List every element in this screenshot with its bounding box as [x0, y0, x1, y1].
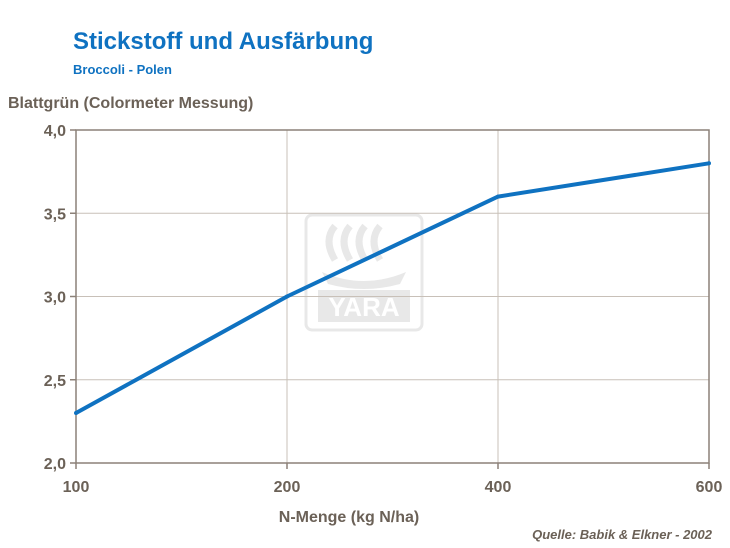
- x-tick-label: 400: [485, 479, 512, 496]
- data-point: [496, 194, 500, 199]
- y-tick-label: 3,5: [44, 206, 66, 223]
- chart-title: Stickstoff und Ausfärbung: [73, 28, 374, 55]
- y-tick-label: 2,0: [44, 456, 66, 473]
- chart-subtitle: Broccoli - Polen: [73, 62, 172, 77]
- source-note: Quelle: Babik & Elkner - 2002: [532, 527, 712, 542]
- x-axis-label: N-Menge (kg N/ha): [279, 509, 419, 526]
- data-point: [707, 161, 711, 166]
- y-tick-label: 3,0: [44, 290, 66, 307]
- y-tick-label: 4,0: [44, 123, 66, 140]
- plot-frame: [75, 129, 710, 464]
- y-tick-label: 2,5: [44, 373, 66, 390]
- data-point: [74, 411, 78, 416]
- data-point: [285, 294, 289, 299]
- x-tick-label: 100: [63, 479, 90, 496]
- series-line: [75, 161, 710, 415]
- x-tick-label: 600: [696, 479, 723, 496]
- x-tick-label: 200: [274, 479, 301, 496]
- yara-logo-watermark: YARA: [304, 213, 424, 332]
- y-axis-label: Blattgrün (Colormeter Messung): [8, 95, 254, 112]
